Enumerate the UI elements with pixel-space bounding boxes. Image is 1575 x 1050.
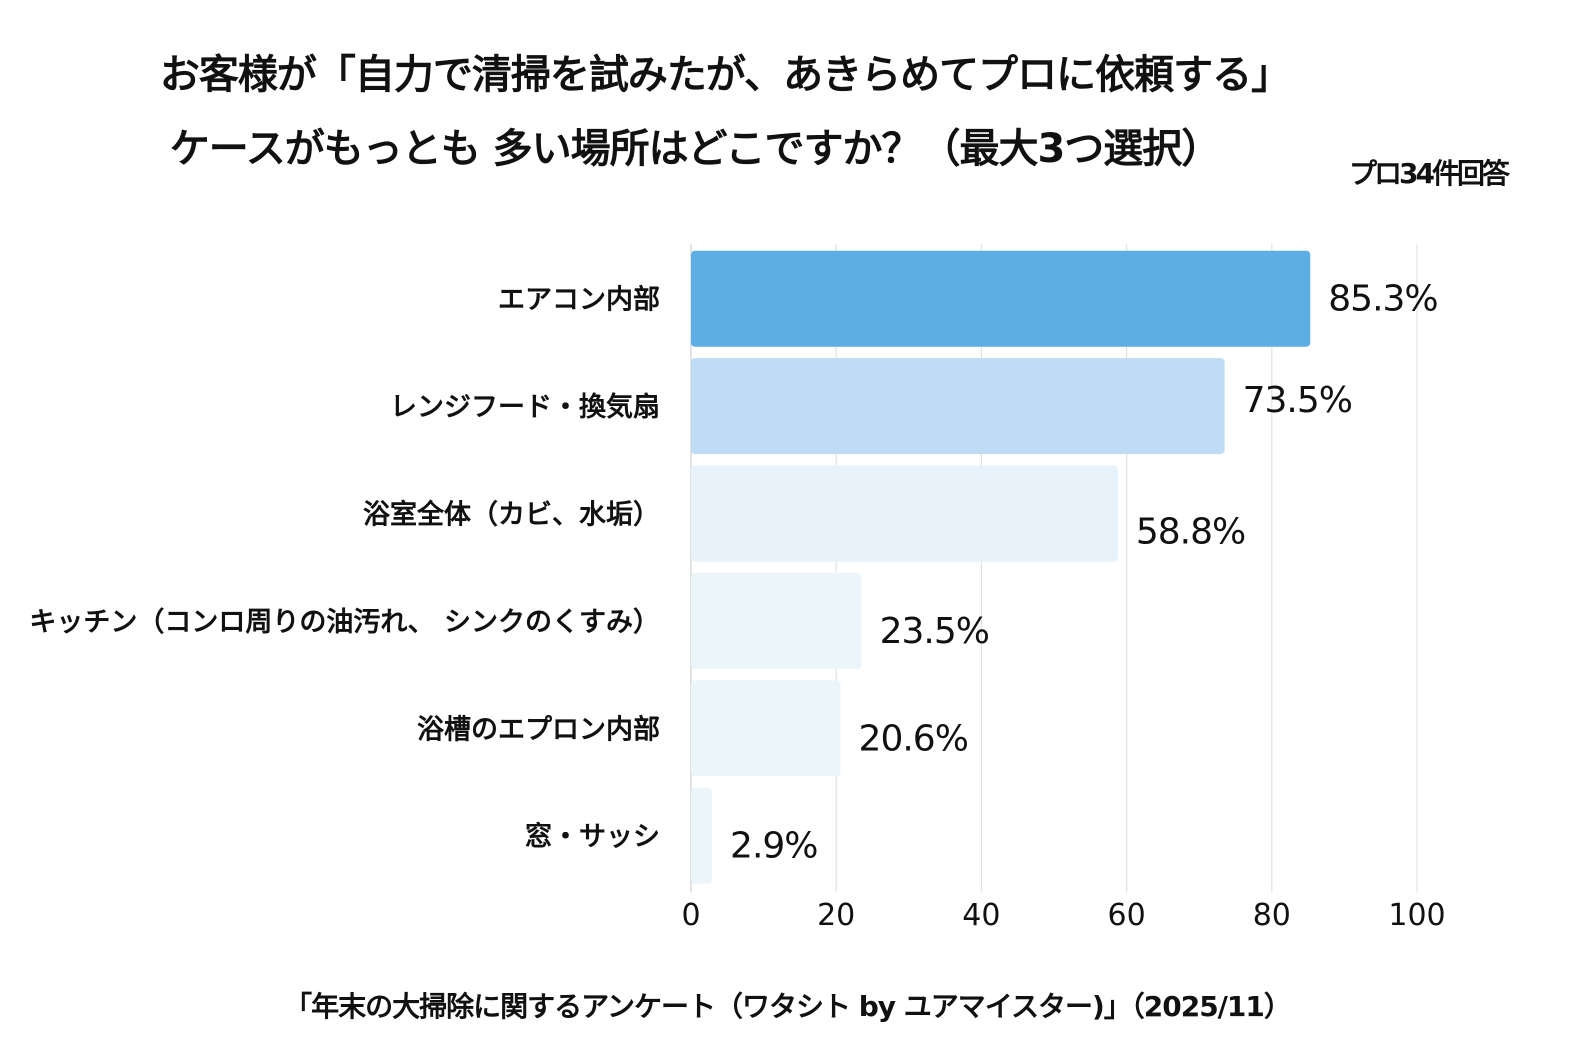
respondent-note: プロ34件回答: [1349, 157, 1510, 190]
data-label: 85.3%: [1328, 279, 1437, 320]
category-label: キッチン（コンロ周りの油汚れ、 シンクのくすみ）: [29, 607, 660, 638]
x-tick-label: 100: [1388, 898, 1445, 933]
x-tick-label: 80: [1253, 898, 1291, 933]
bar: [691, 358, 1225, 455]
bar: [691, 680, 841, 777]
data-label: 2.9%: [730, 826, 817, 867]
data-label: 73.5%: [1243, 380, 1352, 421]
chart-title-line2: ケースがもっとも 多い場所はどこですか？（最大3つ選択）: [169, 126, 1222, 172]
data-label: 23.5%: [880, 611, 989, 652]
bar: [691, 787, 713, 884]
bar: [691, 572, 862, 669]
category-label: 浴槽のエプロン内部: [417, 713, 660, 745]
category-label: 窓・サッシ: [525, 821, 660, 853]
source-caption: 「年末の大掃除に関するアンケート（ワタシト by ユアマイスター)」（2025/…: [284, 990, 1292, 1023]
x-tick-label: 60: [1108, 898, 1146, 933]
data-label: 20.6%: [859, 718, 968, 759]
bar: [691, 465, 1118, 562]
category-label: レンジフード・換気扇: [390, 391, 660, 423]
category-label: エアコン内部: [498, 284, 660, 316]
x-tick-label: 20: [817, 898, 855, 933]
category-label: 浴室全体（カビ、水垢）: [363, 499, 660, 531]
x-tick-label: 0: [681, 898, 700, 933]
x-tick-label: 40: [962, 898, 1000, 933]
chart-title: お客様が「自力で清掃を試みたが、あきらめてプロに依頼する」: [159, 52, 1291, 98]
data-label: 58.8%: [1136, 512, 1245, 553]
bar: [691, 250, 1311, 347]
